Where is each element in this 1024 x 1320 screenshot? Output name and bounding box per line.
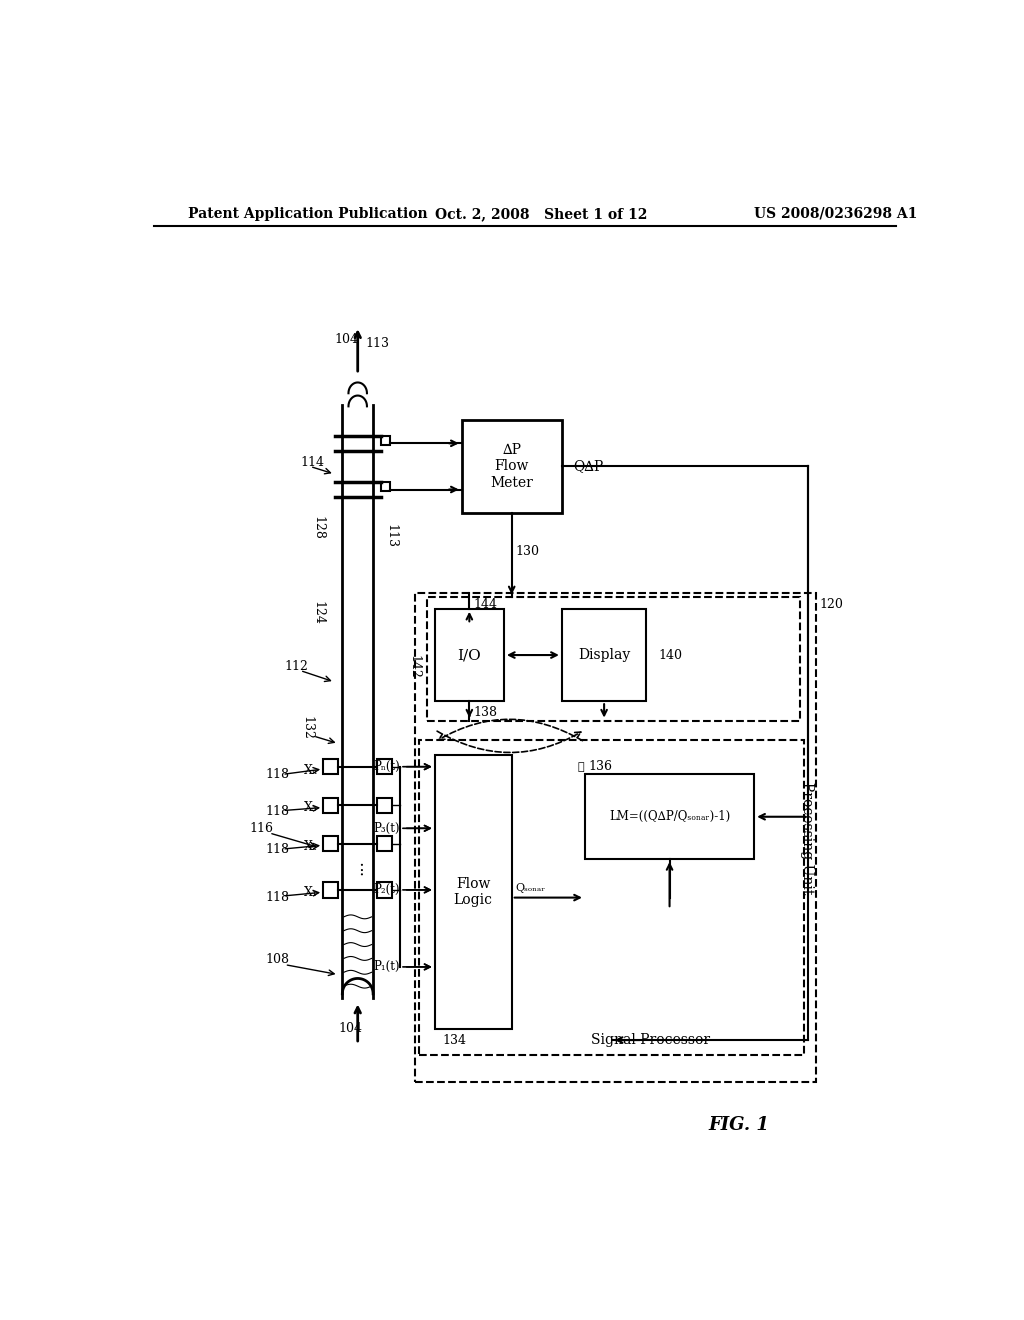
- Text: P₃(t): P₃(t): [373, 822, 399, 834]
- Text: 108: 108: [265, 953, 290, 966]
- Text: 118: 118: [265, 768, 290, 781]
- Text: Q∆P: Q∆P: [573, 459, 603, 474]
- Text: 104: 104: [335, 333, 358, 346]
- Text: 112: 112: [285, 660, 308, 673]
- Text: X₂: X₂: [304, 840, 317, 853]
- Text: 138: 138: [473, 706, 498, 719]
- Text: US 2008/0236298 A1: US 2008/0236298 A1: [755, 207, 918, 220]
- Text: Display: Display: [578, 648, 630, 663]
- Text: 118: 118: [265, 891, 290, 904]
- Bar: [323, 882, 339, 898]
- Text: Pₙ(t): Pₙ(t): [373, 760, 399, 774]
- Text: 144: 144: [473, 598, 498, 611]
- Bar: [377, 797, 392, 813]
- Text: 118: 118: [265, 842, 290, 855]
- Bar: [427, 597, 801, 721]
- Text: Oct. 2, 2008   Sheet 1 of 12: Oct. 2, 2008 Sheet 1 of 12: [435, 207, 647, 220]
- Bar: [585, 775, 755, 859]
- Bar: [435, 755, 512, 1028]
- Bar: [419, 739, 804, 1056]
- Text: Patent Application Publication: Patent Application Publication: [188, 207, 428, 220]
- Text: 118: 118: [265, 805, 290, 818]
- Bar: [562, 609, 646, 701]
- Text: 142: 142: [408, 655, 421, 678]
- Text: 113: 113: [385, 524, 397, 548]
- Text: Signal Processor: Signal Processor: [591, 1034, 710, 1047]
- Text: Flow
Logic: Flow Logic: [454, 876, 493, 907]
- Text: 136: 136: [589, 760, 612, 774]
- Text: P₂(t): P₂(t): [373, 883, 399, 896]
- Text: 116: 116: [250, 822, 273, 834]
- Bar: [377, 836, 392, 851]
- Text: FIG. 1: FIG. 1: [709, 1115, 769, 1134]
- Text: P₁(t): P₁(t): [373, 961, 399, 973]
- Text: 140: 140: [658, 648, 682, 661]
- Bar: [381, 482, 390, 491]
- Bar: [323, 797, 339, 813]
- Text: X₁: X₁: [304, 886, 317, 899]
- Text: X₃: X₃: [304, 801, 317, 814]
- Bar: [462, 420, 562, 512]
- Text: Processing Unit: Processing Unit: [800, 781, 814, 894]
- Bar: [435, 609, 504, 701]
- Bar: [323, 759, 339, 775]
- Text: ∆P
Flow
Meter: ∆P Flow Meter: [490, 444, 534, 490]
- Text: 120: 120: [819, 598, 844, 611]
- Text: 104: 104: [339, 1022, 362, 1035]
- Text: 114: 114: [300, 455, 324, 469]
- Bar: [377, 759, 392, 775]
- Text: Qₛₒₙₐᵣ: Qₛₒₙₐᵣ: [515, 883, 546, 894]
- Text: 113: 113: [366, 337, 389, 350]
- Bar: [323, 836, 339, 851]
- Text: ⤵: ⤵: [578, 762, 584, 772]
- Text: 130: 130: [515, 545, 540, 557]
- Text: LM=((Q∆P/Qₛₒₙₐᵣ)-1): LM=((Q∆P/Qₛₒₙₐᵣ)-1): [609, 810, 730, 824]
- Text: 134: 134: [442, 1034, 466, 1047]
- Text: ...: ...: [349, 859, 367, 875]
- Text: 128: 128: [311, 516, 325, 540]
- Text: 132: 132: [300, 717, 313, 741]
- Bar: [381, 436, 390, 445]
- Text: I/O: I/O: [458, 648, 481, 663]
- Text: 124: 124: [311, 601, 325, 624]
- Text: Xₙ: Xₙ: [304, 764, 318, 777]
- Bar: [377, 882, 392, 898]
- Bar: [416, 594, 816, 1082]
